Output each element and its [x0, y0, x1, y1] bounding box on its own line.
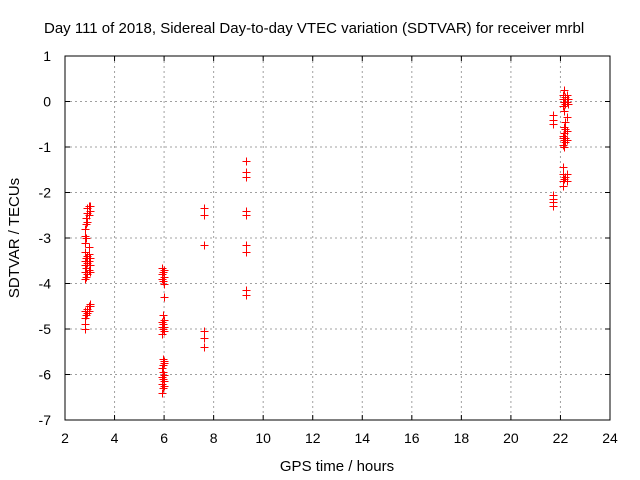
x-tick-label: 20	[503, 430, 519, 446]
data-point	[563, 127, 572, 136]
data-point	[200, 334, 209, 343]
data-point	[86, 202, 95, 211]
data-point	[560, 107, 569, 116]
data-point	[561, 125, 570, 134]
data-point	[242, 168, 251, 177]
data-point	[160, 316, 169, 325]
data-point	[242, 157, 251, 166]
data-point	[159, 311, 168, 320]
data-point	[200, 327, 209, 336]
x-tick-label: 2	[61, 430, 69, 446]
data-point	[560, 86, 569, 95]
data-point	[160, 357, 169, 366]
data-point	[160, 280, 169, 289]
data-point	[561, 134, 570, 143]
data-point	[158, 389, 167, 398]
y-tick-labels: -7 -6 -5 -4 -3 -2 -1 0 1	[39, 48, 52, 428]
data-point	[559, 163, 568, 172]
y-tick-label: -1	[39, 139, 52, 155]
data-point	[86, 300, 95, 309]
data-point	[200, 241, 209, 250]
data-point	[85, 211, 94, 220]
data-point	[242, 207, 251, 216]
data-point	[159, 384, 168, 393]
x-tick-label: 16	[404, 430, 420, 446]
data-point	[560, 143, 569, 152]
x-tick-label: 10	[255, 430, 271, 446]
data-point	[563, 91, 572, 100]
chart-title: Day 111 of 2018, Sidereal Day-to-day VTE…	[44, 20, 584, 37]
data-point	[158, 373, 167, 382]
x-tick-label: 24	[602, 430, 618, 446]
data-point	[563, 113, 572, 122]
y-tick-label: -7	[39, 412, 52, 428]
x-tick-label: 22	[553, 430, 569, 446]
data-point	[81, 232, 90, 241]
x-tick-label: 12	[305, 430, 321, 446]
data-point	[200, 343, 209, 352]
data-point	[85, 250, 94, 259]
x-tick-label: 6	[160, 430, 168, 446]
x-tick-label: 18	[454, 430, 470, 446]
data-point	[563, 136, 572, 145]
data-point	[158, 264, 167, 273]
x-tick-label: 14	[354, 430, 370, 446]
y-tick-label: 1	[43, 48, 51, 64]
y-axis-label: SDTVAR / TECUs	[6, 178, 23, 298]
grid	[65, 56, 610, 420]
y-tick-label: -6	[39, 367, 52, 383]
data-point	[242, 241, 251, 250]
y-tick-label: -4	[39, 276, 52, 292]
x-tick-labels: 2 4 6 8 10 12 14 16 18 20 22 24	[61, 430, 618, 446]
plot-frame	[64, 55, 611, 421]
data-points	[81, 86, 573, 398]
data-point	[81, 275, 90, 284]
data-point	[81, 248, 90, 257]
data-point	[160, 266, 169, 275]
data-point	[242, 286, 251, 295]
data-point	[159, 268, 168, 277]
data-point	[85, 243, 94, 252]
data-point	[559, 102, 568, 111]
data-point	[564, 95, 573, 104]
x-tick-label: 4	[111, 430, 119, 446]
data-point	[549, 191, 558, 200]
x-tick-label: 8	[210, 430, 218, 446]
data-point	[86, 254, 95, 263]
data-point	[82, 234, 91, 243]
data-point	[563, 170, 572, 179]
data-point	[160, 273, 169, 282]
data-point	[86, 261, 95, 270]
data-point	[200, 204, 209, 213]
data-point	[160, 293, 169, 302]
data-point	[563, 177, 572, 186]
data-point	[159, 355, 168, 364]
data-point	[158, 318, 167, 327]
data-point	[81, 225, 90, 234]
y-tick-label: -2	[39, 185, 52, 201]
data-point	[160, 323, 169, 332]
x-axis-label: GPS time / hours	[280, 458, 394, 475]
data-point	[561, 118, 570, 127]
data-point	[85, 266, 94, 275]
data-point	[242, 248, 251, 257]
data-point	[159, 375, 168, 384]
data-point	[200, 211, 209, 220]
y-tick-label: -3	[39, 230, 52, 246]
y-tick-label: -5	[39, 321, 52, 337]
data-point	[83, 218, 92, 227]
data-point	[81, 239, 90, 248]
data-point	[160, 371, 169, 380]
data-point	[86, 268, 95, 277]
data-point	[549, 111, 558, 120]
y-tick-label: 0	[43, 94, 51, 110]
